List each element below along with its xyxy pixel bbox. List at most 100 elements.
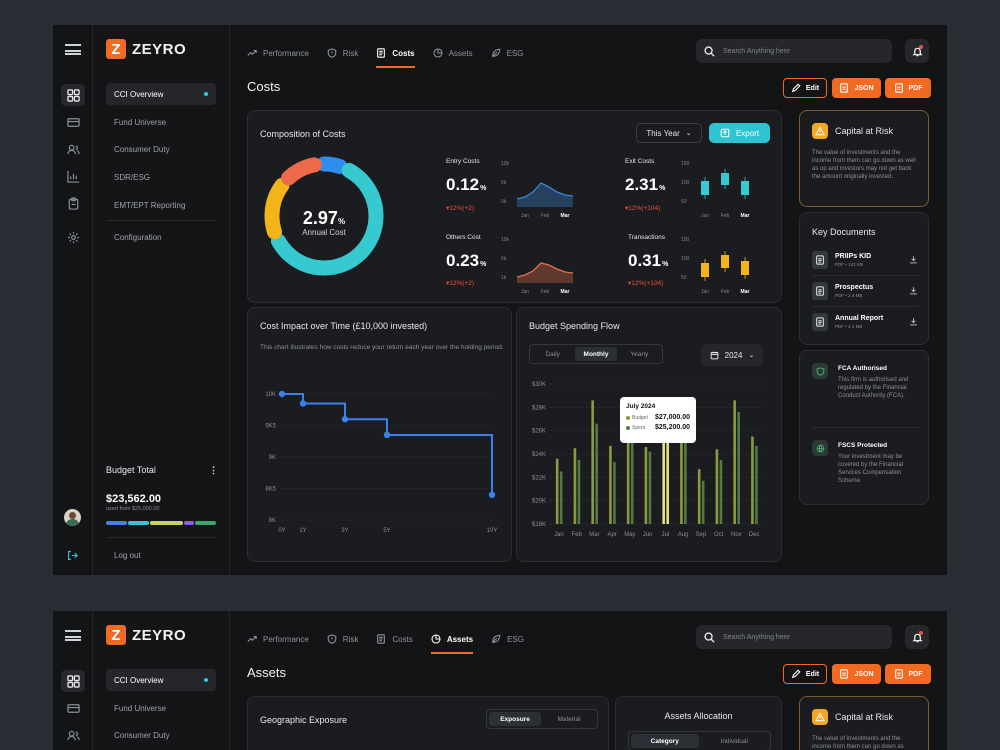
budget-bar[interactable]: [751, 436, 754, 525]
budget-bar[interactable]: [609, 445, 612, 524]
more-icon[interactable]: ⋮: [209, 465, 218, 475]
data-point[interactable]: [341, 416, 349, 423]
clipboard-icon[interactable]: [61, 192, 85, 214]
tab-costs[interactable]: Costs: [376, 35, 415, 68]
budget-bar[interactable]: [626, 413, 630, 524]
spent-bar[interactable]: [666, 440, 669, 524]
budget-bar[interactable]: [591, 400, 594, 524]
data-point[interactable]: [278, 390, 286, 398]
budget-bar[interactable]: [662, 419, 665, 524]
metric-change: ▾12%(+2): [446, 205, 475, 212]
logo[interactable]: Z ZEYRO: [106, 39, 186, 59]
budget-bar[interactable]: [644, 447, 648, 524]
metric-label: Entry Costs: [446, 158, 480, 165]
document-prospectus[interactable]: Prospectus PDF • 2.4 MB: [812, 279, 918, 303]
year-select[interactable]: 2024 ⌄: [701, 344, 763, 366]
budget-bar[interactable]: [697, 469, 701, 524]
grid-icon[interactable]: [61, 670, 85, 692]
export-button[interactable]: Export: [709, 123, 770, 143]
toggle-individual[interactable]: Individual: [720, 737, 748, 745]
data-point[interactable]: [383, 431, 391, 439]
tab-costs[interactable]: Costs: [376, 621, 413, 649]
spent-bar[interactable]: [719, 459, 723, 524]
spent-bar[interactable]: [613, 462, 616, 524]
donut-segment[interactable]: [264, 156, 384, 276]
active-dot: [204, 678, 208, 682]
spent-bar[interactable]: [595, 423, 598, 524]
search-input[interactable]: Search Anything here: [696, 39, 892, 63]
tab-risk[interactable]: Risk: [327, 621, 358, 649]
sidebar-item-consumer-duty[interactable]: Consumer Duty: [106, 138, 216, 160]
sidebar-item-cci-overview[interactable]: CCI Overview: [106, 83, 216, 105]
chart-icon[interactable]: [61, 165, 85, 187]
budget-bar[interactable]: [573, 448, 577, 524]
json-button[interactable]: JSON: [832, 78, 881, 98]
spent-bar[interactable]: [701, 480, 705, 524]
tab-risk[interactable]: Risk: [327, 35, 358, 63]
toggle-material[interactable]: Material: [557, 715, 581, 723]
spent-bar[interactable]: [755, 445, 758, 524]
period-select[interactable]: This Year ⌄: [636, 123, 702, 143]
download-icon[interactable]: [909, 282, 918, 300]
card-icon[interactable]: [61, 697, 85, 719]
pdf-button[interactable]: PDF: [885, 664, 931, 684]
pdf-button[interactable]: PDF: [885, 78, 931, 98]
sidebar-item-consumer-duty[interactable]: Consumer Duty: [106, 724, 216, 746]
spent-bar[interactable]: [559, 471, 563, 525]
notification-button[interactable]: [905, 625, 929, 649]
budget-bar[interactable]: [680, 410, 683, 524]
tab-performance[interactable]: Performance: [247, 621, 309, 649]
sidebar-item-sdr-esg[interactable]: SDR/ESG: [106, 166, 216, 188]
logout-button[interactable]: Log out: [106, 544, 216, 566]
budget-bar[interactable]: [715, 449, 719, 524]
data-point[interactable]: [488, 491, 496, 498]
menu-icon[interactable]: [65, 44, 81, 55]
sidebar-item-fund-universe[interactable]: Fund Universe: [106, 697, 216, 719]
tab-esg[interactable]: ESG: [491, 35, 524, 63]
sidebar-item-cci-overview[interactable]: CCI Overview: [106, 669, 216, 691]
search-placeholder: Search Anything here: [723, 633, 790, 641]
avatar[interactable]: [64, 509, 81, 526]
logo[interactable]: Z ZEYRO: [106, 625, 186, 645]
edit-button[interactable]: Edit: [783, 664, 827, 684]
document-annual-report[interactable]: Annual Report PDF • 4.1 MB: [812, 310, 918, 334]
json-button[interactable]: JSON: [832, 664, 881, 684]
donut-segment[interactable]: [264, 156, 384, 276]
download-icon[interactable]: [909, 313, 918, 331]
tab-assets[interactable]: Assets: [430, 621, 474, 654]
card-icon[interactable]: [61, 111, 85, 133]
search-input[interactable]: Search Anything here: [696, 625, 892, 649]
sidebar-item-fund-universe[interactable]: Fund Universe: [106, 111, 216, 133]
spent-bar[interactable]: [630, 440, 634, 524]
spent-bar[interactable]: [648, 451, 652, 524]
grid-icon[interactable]: [61, 84, 85, 106]
logout-icon[interactable]: [67, 548, 78, 566]
toggle-category[interactable]: Category: [631, 734, 699, 748]
donut-segment[interactable]: [264, 156, 384, 276]
budget-bar[interactable]: [733, 400, 736, 524]
toggle-exposure[interactable]: Exposure: [489, 712, 541, 726]
download-icon[interactable]: [909, 251, 918, 269]
spent-bar[interactable]: [577, 459, 581, 524]
menu-icon[interactable]: [65, 630, 81, 641]
spent-bar[interactable]: [737, 412, 740, 524]
settings-icon[interactable]: [61, 226, 85, 248]
tab-assets[interactable]: Assets: [433, 35, 473, 63]
tab-performance[interactable]: Performance: [247, 35, 309, 63]
period-daily[interactable]: Daily: [545, 350, 560, 358]
period-yearly[interactable]: Yearly: [630, 350, 649, 358]
sidebar-item-emt-ept[interactable]: EMT/EPT Reporting: [106, 194, 216, 216]
period-monthly[interactable]: Monthly: [575, 347, 617, 361]
fscs-text: Your investment may be covered by the Fi…: [838, 454, 904, 484]
key-documents-card: Key Documents PRIIPs KID PDF • 142 KB Pro…: [799, 212, 929, 345]
data-point[interactable]: [299, 400, 307, 407]
sidebar-item-configuration[interactable]: Configuration: [106, 226, 216, 248]
users-icon[interactable]: [61, 724, 85, 746]
spent-bar[interactable]: [684, 433, 687, 524]
tab-esg[interactable]: ESG: [491, 621, 524, 649]
notification-button[interactable]: [905, 39, 929, 63]
edit-button[interactable]: Edit: [783, 78, 827, 98]
document-priips[interactable]: PRIIPs KID PDF • 142 KB: [812, 248, 918, 272]
budget-bar[interactable]: [555, 458, 559, 524]
users-icon[interactable]: [61, 138, 85, 160]
